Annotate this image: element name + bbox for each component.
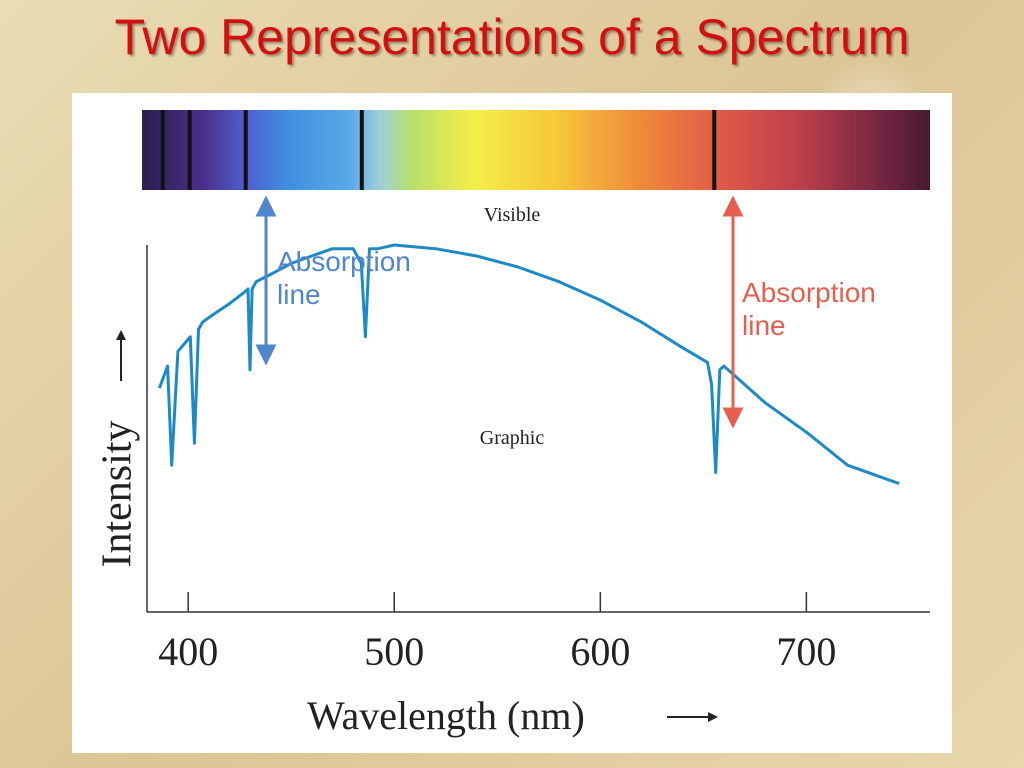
x-tick-label-2: 600: [570, 629, 630, 674]
spectrum-line-2: [243, 110, 248, 190]
x-axis-label: Wavelength (nm): [307, 693, 585, 738]
graph-title: Graphic: [480, 427, 545, 449]
graph-axes: 400 500 600 700: [146, 245, 930, 674]
left-absorption-label: Absorption line: [277, 245, 411, 311]
right-absorption-label: Absorption line: [742, 276, 876, 342]
visible-spectrum: Visible: [142, 110, 930, 226]
right-absorption-label-line1: Absorption: [742, 277, 876, 308]
spectrum-absorption-lines: [160, 110, 717, 190]
spectrum-line-4: [712, 110, 717, 190]
spectrum-bar: [142, 110, 930, 190]
right-absorption-label-line2: line: [742, 310, 786, 341]
figure-panel: Visible 400 500 600 700 Intensity Wavelengt…: [72, 93, 952, 753]
x-tick-label-1: 500: [364, 629, 424, 674]
spectrum-line-0: [160, 110, 165, 190]
y-axis-arrow: [116, 330, 126, 381]
x-tick-label-0: 400: [158, 629, 218, 674]
y-axis-label: Intensity: [95, 421, 141, 568]
spectrum-line-3: [359, 110, 364, 190]
spectrum-title: Visible: [484, 204, 541, 226]
slide-title: Two Representations of a Spectrum: [114, 9, 910, 65]
x-axis-label-group: Wavelength (nm): [307, 693, 718, 738]
left-absorption-label-line1: Absorption: [277, 246, 411, 277]
x-ticks: 400 500 600 700: [158, 592, 836, 674]
x-tick-label-3: 700: [776, 629, 836, 674]
x-axis-arrow: [667, 712, 718, 722]
y-axis-label-group: Intensity: [95, 330, 141, 567]
spectrum-figure: Visible 400 500 600 700 Intensity Wavelengt…: [95, 110, 930, 738]
spectrum-line-1: [187, 110, 192, 190]
left-absorption-label-line2: line: [277, 279, 321, 310]
intensity-curve: [157, 243, 900, 486]
